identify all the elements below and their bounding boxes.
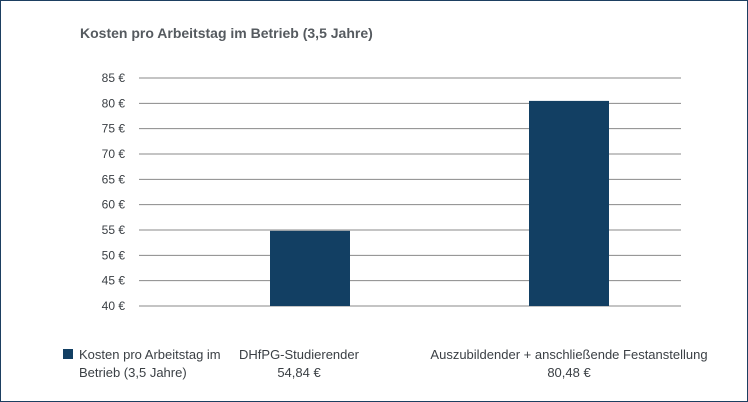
category-label-1: DHfPG-Studierender 54,84 €: [219, 346, 379, 382]
bar-1: [270, 230, 350, 306]
legend: Kosten pro Arbeitstag im Betrieb (3,5 Ja…: [63, 346, 249, 382]
y-tick-label: 70 €: [102, 147, 126, 161]
bar-2: [529, 100, 609, 306]
y-tick-label: 50 €: [102, 248, 126, 262]
category-name-2: Auszubildender + anschließende Festanste…: [430, 347, 708, 362]
y-tick-label: 55 €: [102, 223, 126, 237]
data-label-2: 80,48 €: [547, 365, 591, 380]
chart-title: Kosten pro Arbeitstag im Betrieb (3,5 Ja…: [80, 25, 373, 41]
legend-label: Kosten pro Arbeitstag im Betrieb (3,5 Ja…: [79, 347, 221, 380]
category-name-1: DHfPG-Studierender: [239, 347, 359, 362]
y-tick-label: 60 €: [102, 198, 126, 212]
y-tick-label: 40 €: [102, 299, 126, 313]
legend-swatch: [63, 349, 73, 359]
y-tick-label: 85 €: [102, 71, 126, 85]
category-label-2: Auszubildender + anschließende Festanste…: [409, 346, 729, 382]
y-tick-label: 45 €: [102, 274, 126, 288]
y-tick-label: 75 €: [102, 122, 126, 136]
y-tick-label: 80 €: [102, 96, 126, 110]
data-label-1: 54,84 €: [277, 365, 321, 380]
y-tick-label: 65 €: [102, 172, 126, 186]
